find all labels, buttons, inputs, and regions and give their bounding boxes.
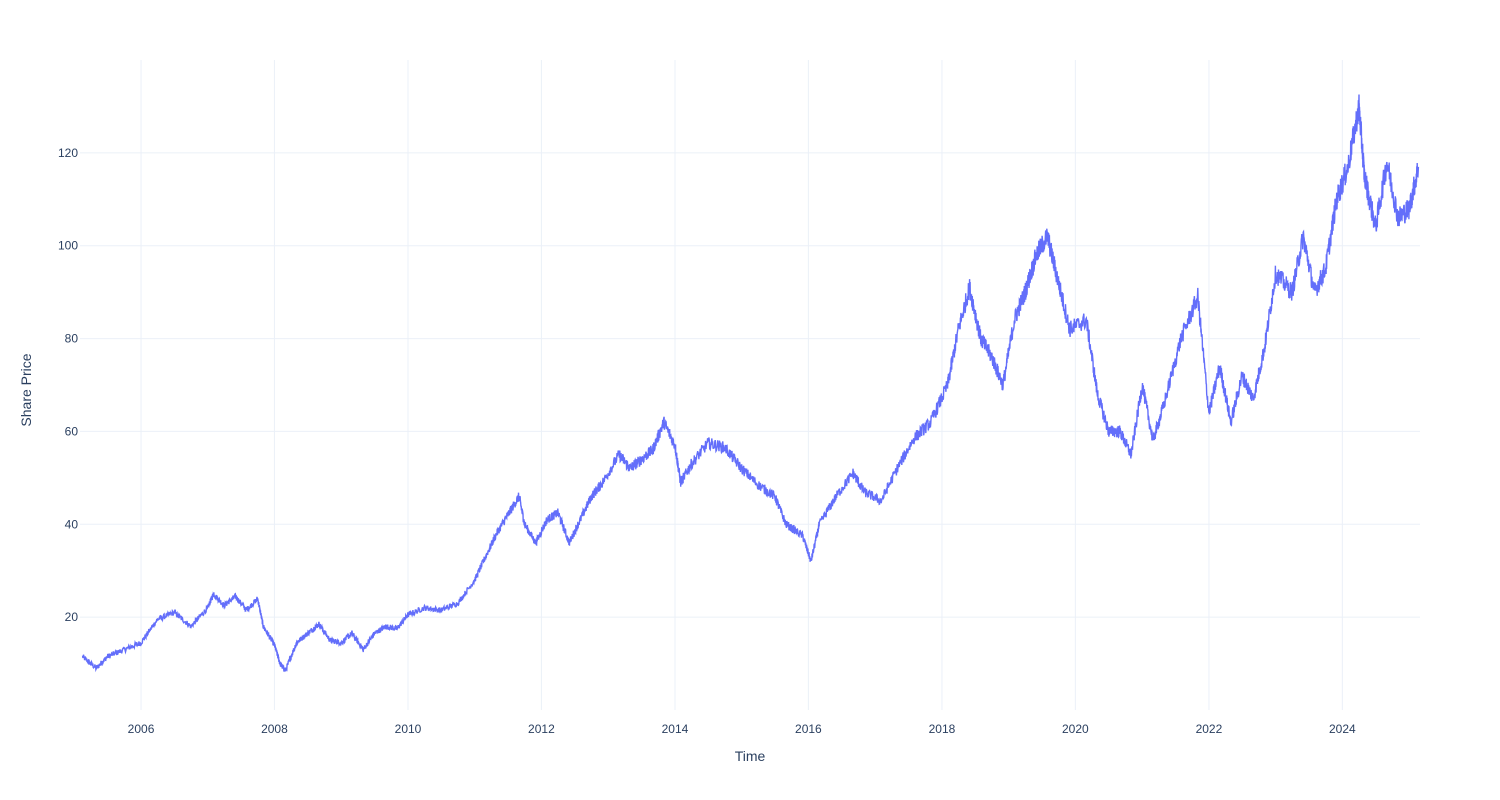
y-tick-label: 60 <box>65 424 79 438</box>
y-gridlines <box>80 152 1420 618</box>
y-tick-label: 80 <box>65 332 79 346</box>
x-gridlines <box>140 60 1343 710</box>
x-tick-label: 2016 <box>795 722 822 736</box>
y-tick-label: 120 <box>58 146 78 160</box>
y-tick-label: 100 <box>58 239 78 253</box>
x-tick-label: 2020 <box>1062 722 1089 736</box>
x-tick-label: 2008 <box>261 722 288 736</box>
x-tick-label: 2024 <box>1329 722 1356 736</box>
x-tick-label: 2012 <box>528 722 555 736</box>
share-price-line <box>81 94 1420 673</box>
y-tick-labels: 20 40 60 80 100 120 <box>58 146 78 624</box>
y-axis-title: Share Price <box>18 353 34 426</box>
x-tick-label: 2018 <box>929 722 956 736</box>
y-tick-label: 20 <box>65 610 79 624</box>
x-tick-labels: 2006 2008 2010 2012 2014 2016 2018 2020 2022 2024 <box>128 722 1356 736</box>
x-tick-label: 2014 <box>662 722 689 736</box>
x-tick-label: 2010 <box>395 722 422 736</box>
x-tick-label: 2022 <box>1196 722 1223 736</box>
x-axis-title: Time <box>735 748 766 764</box>
y-tick-label: 40 <box>65 517 79 531</box>
x-tick-label: 2006 <box>128 722 155 736</box>
